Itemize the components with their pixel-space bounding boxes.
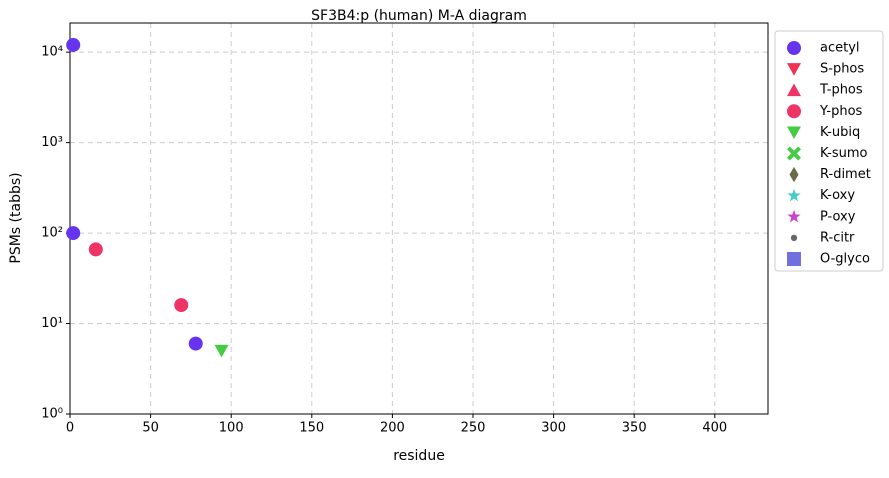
marker	[787, 41, 801, 55]
x-tick-label: 100	[219, 421, 244, 436]
marker	[66, 226, 81, 241]
legend-label: S-phos	[820, 62, 864, 77]
x-tick-label: 250	[461, 421, 486, 436]
legend-label: O-glyco	[820, 252, 870, 267]
marker	[214, 344, 229, 358]
x-tick-label: 150	[299, 421, 324, 436]
marker	[787, 188, 801, 202]
y-tick-label: 10⁰	[41, 407, 63, 422]
y-tick-label: 10³	[41, 135, 63, 150]
plot-frame	[69, 22, 769, 415]
y-tick-label: 10⁴	[41, 45, 63, 60]
chart-title: SF3B4:p (human) M-A diagram	[311, 8, 527, 24]
marker	[174, 298, 189, 313]
marker	[787, 83, 801, 97]
legend-box	[774, 30, 884, 272]
legend-label: K-sumo	[820, 146, 868, 161]
marker	[787, 126, 801, 140]
marker	[188, 336, 203, 351]
marker	[787, 146, 801, 161]
legend-label: K-oxy	[820, 188, 855, 203]
marker	[787, 252, 801, 266]
marker	[789, 166, 799, 183]
y-tick-label: 10²	[41, 226, 63, 241]
legend-label: R-citr	[820, 230, 855, 245]
legend-label: acetyl	[820, 41, 860, 56]
x-tick-label: 200	[380, 421, 405, 436]
legend-label: P-oxy	[820, 209, 856, 224]
y-tick-label: 10¹	[41, 316, 63, 331]
marker	[88, 242, 103, 257]
y-axis-label: PSMs (tabbs)	[8, 172, 24, 263]
x-tick-label: 300	[541, 421, 566, 436]
marker	[787, 209, 801, 223]
x-axis-label: residue	[393, 448, 445, 464]
marker	[787, 104, 801, 119]
x-tick-label: 400	[702, 421, 727, 436]
x-tick-label: 350	[622, 421, 647, 436]
marker	[787, 63, 801, 76]
legend-label: R-dimet	[820, 167, 871, 182]
legend-label: T-phos	[819, 83, 863, 98]
x-tick-label: 0	[66, 421, 74, 436]
marker	[790, 234, 798, 242]
legend-label: K-ubiq	[820, 125, 860, 140]
marker	[66, 37, 81, 52]
legend-label: Y-phos	[819, 104, 863, 119]
x-tick-label: 50	[142, 421, 159, 436]
